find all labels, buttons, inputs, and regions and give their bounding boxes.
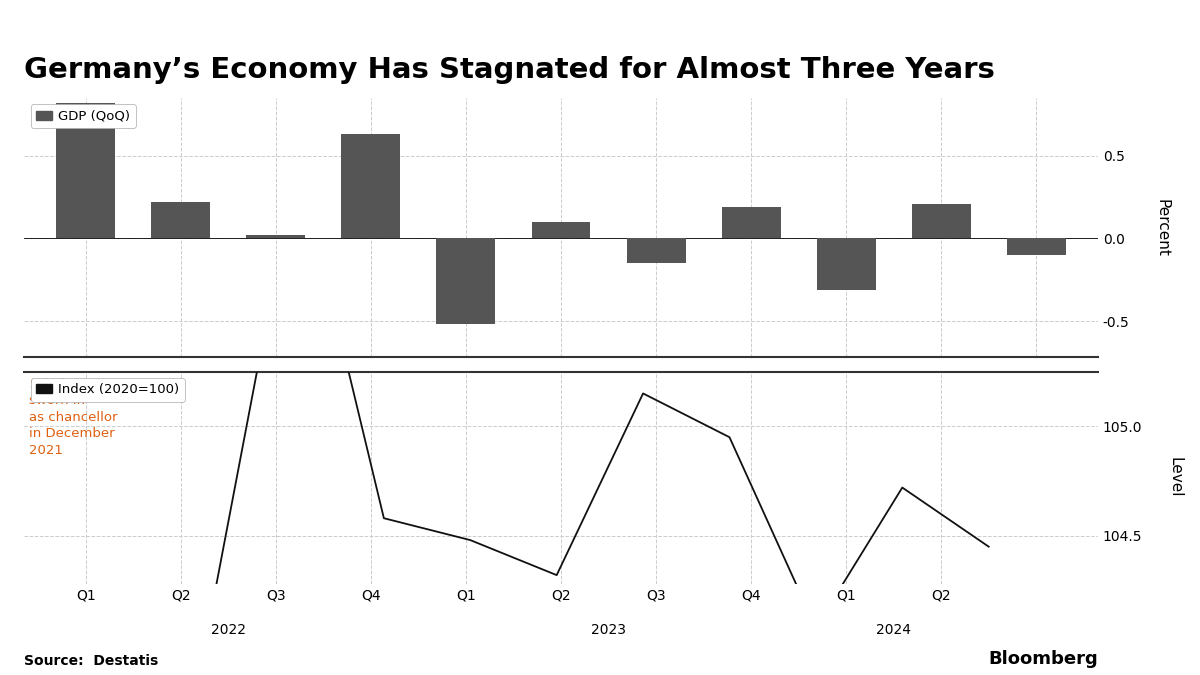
Text: Scholz
sworn in
as chancellor
in December
2021: Scholz sworn in as chancellor in Decembe… — [29, 378, 118, 457]
Text: 2023: 2023 — [592, 623, 626, 637]
Y-axis label: Level: Level — [1168, 458, 1182, 498]
Bar — [1007, 238, 1066, 255]
Bar — [151, 202, 210, 238]
Bar — [626, 238, 685, 263]
Text: 2024: 2024 — [876, 623, 911, 637]
Legend: GDP (QoQ): GDP (QoQ) — [30, 105, 136, 128]
Bar — [56, 103, 115, 238]
Bar — [246, 235, 305, 238]
Bar — [437, 238, 496, 324]
Y-axis label: Percent: Percent — [1154, 198, 1170, 256]
Text: Germany’s Economy Has Stagnated for Almost Three Years: Germany’s Economy Has Stagnated for Almo… — [24, 57, 995, 84]
Bar — [817, 238, 876, 290]
Bar — [342, 134, 401, 238]
Bar — [532, 222, 590, 238]
Text: Source:  Destatis: Source: Destatis — [24, 654, 158, 668]
Bar — [721, 207, 780, 238]
Text: Bloomberg: Bloomberg — [989, 650, 1098, 668]
Bar — [912, 204, 971, 238]
Text: 2022: 2022 — [211, 623, 246, 637]
Legend: Index (2020=100): Index (2020=100) — [30, 378, 185, 402]
